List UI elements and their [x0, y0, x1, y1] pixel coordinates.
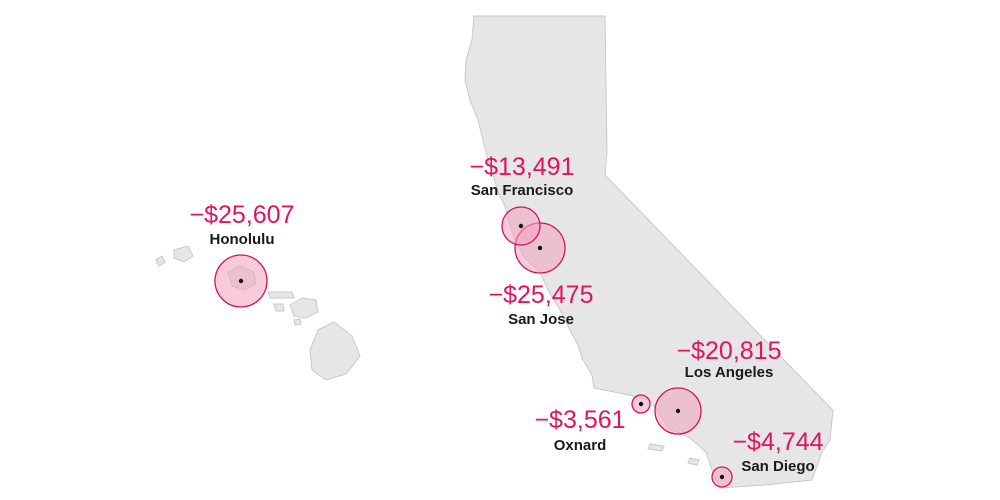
- hawaii-molokai-shape: [267, 291, 295, 299]
- honolulu-value: −$25,607: [189, 201, 295, 229]
- san-francisco-value: −$13,491: [469, 153, 575, 181]
- san-jose-label: San Jose: [508, 311, 574, 328]
- hawaii-kahoolawe-shape: [293, 318, 302, 326]
- san-diego-dot: [719, 474, 725, 480]
- california-shape: [464, 15, 834, 489]
- oxnard-label: Oxnard: [553, 437, 607, 454]
- honolulu-label: Honolulu: [209, 231, 275, 248]
- san-jose-dot: [537, 245, 543, 251]
- san-diego-value: −$4,744: [732, 428, 824, 456]
- san-francisco-label: San Francisco: [470, 182, 574, 199]
- los-angeles-value: −$20,815: [676, 337, 782, 365]
- oxnard-dot: [638, 401, 644, 407]
- hawaii-kauai-shape: [173, 245, 194, 263]
- hawaii-maui-shape: [289, 297, 319, 319]
- hawaii-lanai-shape: [273, 303, 285, 312]
- hawaii-niihau-shape: [155, 255, 166, 267]
- san-francisco-dot: [518, 223, 524, 229]
- channel-islands-shape-2: [687, 457, 700, 466]
- channel-islands-shape: [647, 443, 665, 452]
- san-jose-value: −$25,475: [488, 281, 594, 309]
- hawaii-big-island-shape: [309, 321, 361, 381]
- san-diego-label: San Diego: [741, 458, 815, 475]
- oxnard-value: −$3,561: [534, 406, 626, 434]
- los-angeles-dot: [675, 408, 681, 414]
- honolulu-dot: [238, 278, 244, 284]
- los-angeles-label: Los Angeles: [684, 364, 774, 381]
